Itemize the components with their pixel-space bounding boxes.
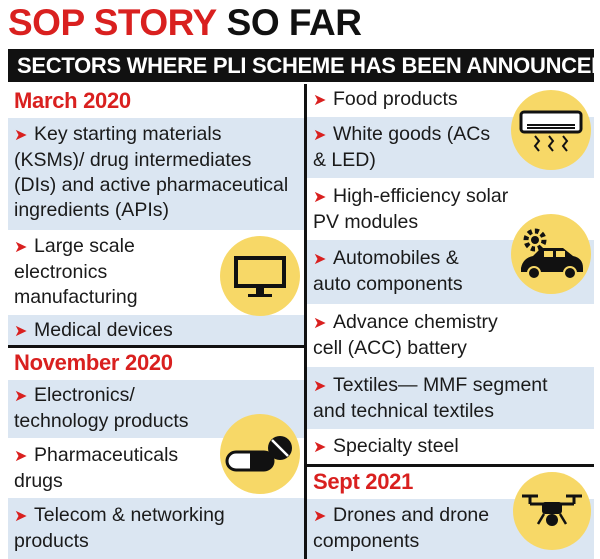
list-item-acc-battery: ➤ Advance chemistry cell (ACC) battery bbox=[307, 304, 594, 367]
left-column: March 2020 ➤ Key starting materials (KSMs… bbox=[8, 84, 304, 559]
drone-icon-circle bbox=[513, 472, 591, 550]
monitor-icon bbox=[234, 256, 286, 297]
pills-icon-circle bbox=[220, 414, 300, 494]
bullet-arrow-icon: ➤ bbox=[313, 508, 327, 525]
subtitle-banner: SECTORS WHERE PLI SCHEME HAS BEEN ANNOUN… bbox=[8, 49, 594, 82]
car-gear-icon-circle bbox=[511, 214, 591, 294]
list-item-ksm-apis: ➤ Key starting materials (KSMs)/ drug int… bbox=[8, 118, 304, 230]
section-rule bbox=[8, 345, 304, 348]
right-column: ➤ Food products ➤ White goods (ACs & LED) … bbox=[307, 84, 594, 559]
bullet-arrow-icon: ➤ bbox=[313, 251, 327, 268]
section-heading-november-2020: November 2020 bbox=[8, 348, 304, 380]
bullet-arrow-icon: ➤ bbox=[313, 378, 327, 395]
monitor-icon-circle bbox=[220, 236, 300, 316]
air-conditioner-icon bbox=[519, 110, 583, 152]
bullet-arrow-icon: ➤ bbox=[313, 189, 327, 206]
drone-icon bbox=[522, 494, 582, 526]
list-item-telecom-networking: ➤ Telecom & networking products bbox=[8, 498, 304, 559]
bullet-arrow-icon: ➤ bbox=[313, 315, 327, 332]
bullet-arrow-icon: ➤ bbox=[313, 92, 327, 109]
bullet-arrow-icon: ➤ bbox=[14, 239, 28, 256]
list-item-textiles: ➤ Textiles— MMF segment and technical tex… bbox=[307, 367, 594, 429]
column-divider bbox=[304, 84, 307, 559]
car-gear-icon bbox=[521, 228, 583, 280]
page-title: SOP STORY SO FAR bbox=[8, 2, 362, 48]
bullet-arrow-icon: ➤ bbox=[313, 439, 327, 456]
list-item-specialty-steel: ➤ Specialty steel bbox=[307, 429, 594, 464]
bullet-arrow-icon: ➤ bbox=[14, 127, 28, 144]
bullet-arrow-icon: ➤ bbox=[14, 388, 28, 405]
bullet-arrow-icon: ➤ bbox=[14, 323, 28, 340]
pills-icon bbox=[225, 436, 292, 472]
air-conditioner-icon-circle bbox=[511, 90, 591, 170]
list-item-medical-devices: ➤ Medical devices bbox=[8, 315, 304, 345]
bullet-arrow-icon: ➤ bbox=[14, 448, 28, 465]
section-rule bbox=[307, 464, 594, 467]
bullet-arrow-icon: ➤ bbox=[313, 127, 327, 144]
section-heading-march-2020: March 2020 bbox=[8, 86, 304, 118]
title-red-part: SOP STORY bbox=[8, 2, 217, 43]
title-black-part: SO FAR bbox=[226, 2, 362, 43]
bullet-arrow-icon: ➤ bbox=[14, 508, 28, 525]
